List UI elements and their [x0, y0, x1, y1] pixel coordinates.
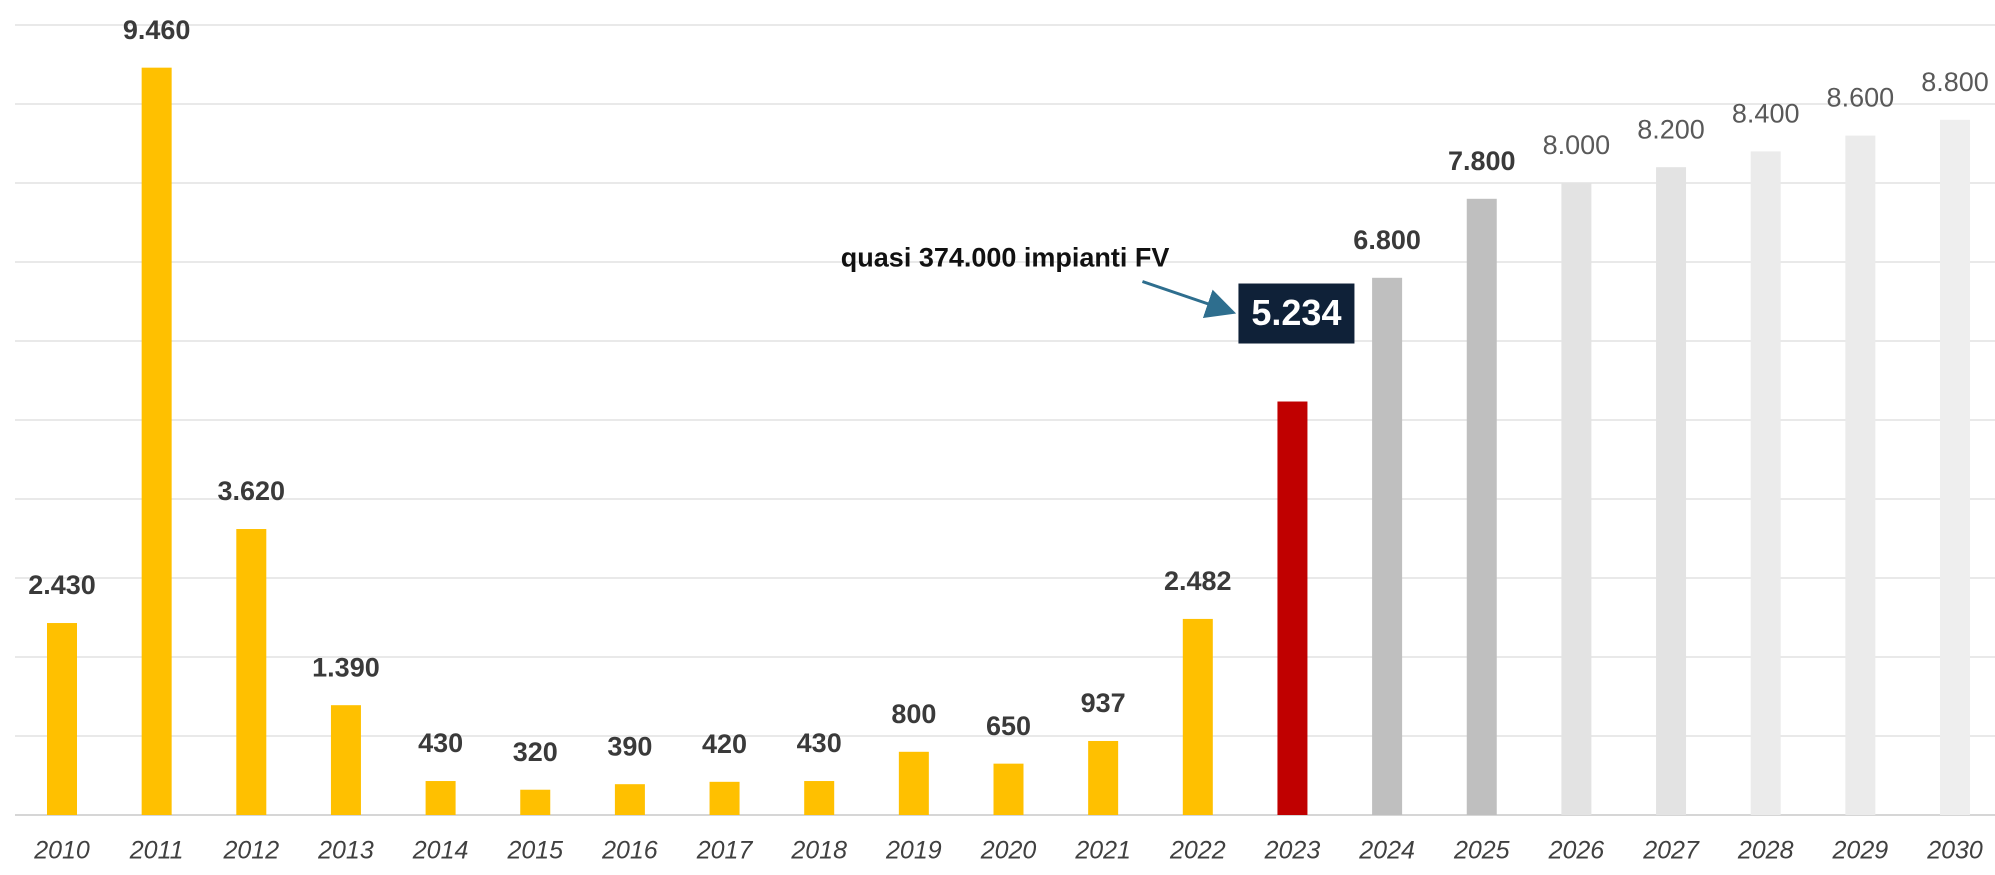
value-label: 390 [607, 731, 652, 761]
value-label: 8.200 [1637, 114, 1705, 144]
value-label: 8.400 [1732, 99, 1800, 129]
x-tick-label: 2030 [1926, 837, 1983, 865]
bar [47, 623, 77, 815]
x-tick-label: 2023 [1264, 837, 1321, 865]
value-label: 430 [797, 728, 842, 758]
value-label: 650 [986, 711, 1031, 741]
value-label: 8.600 [1827, 83, 1895, 113]
x-tick-label: 2010 [33, 837, 90, 865]
bar [709, 781, 740, 815]
annotation: quasi 374.000 impianti FV [841, 243, 1170, 273]
value-label: 8.800 [1921, 67, 1989, 97]
x-tick-label: 2029 [1832, 837, 1889, 865]
value-label: 420 [702, 729, 747, 759]
x-tick-label: 2011 [129, 837, 184, 865]
value-label: 3.620 [218, 476, 286, 506]
value-label: 937 [1081, 688, 1126, 718]
bar [1088, 740, 1119, 815]
value-label: 9.460 [123, 15, 191, 45]
bar [1750, 151, 1781, 815]
x-tick-label: 2016 [601, 837, 658, 865]
value-label: 8.000 [1543, 130, 1611, 160]
bar [804, 781, 835, 815]
bar [614, 784, 645, 815]
bar [236, 529, 267, 815]
annotation-arrow [1141, 280, 1237, 318]
x-tick-label: 2019 [885, 837, 942, 865]
x-tick-label: 2017 [696, 837, 754, 865]
x-tick-label: 2026 [1548, 837, 1605, 865]
x-tick-label: 2028 [1737, 837, 1794, 865]
bar [330, 705, 361, 815]
value-label: 800 [891, 699, 936, 729]
value-label: 1.390 [312, 652, 380, 682]
x-tick-label: 2020 [980, 837, 1037, 865]
value-label: 430 [418, 728, 463, 758]
bar [993, 763, 1024, 815]
bar [141, 67, 172, 815]
x-tick-label: 2012 [222, 837, 279, 865]
bar [1182, 618, 1213, 815]
x-tick-label: 2018 [790, 837, 847, 865]
highlight-box [1238, 283, 1355, 344]
x-tick-label: 2025 [1453, 837, 1510, 865]
bar [1277, 401, 1308, 815]
bar [1656, 167, 1687, 815]
value-label: 2.482 [1164, 566, 1232, 596]
x-tick-label: 2022 [1169, 837, 1226, 865]
bar [520, 789, 551, 815]
bar [1561, 183, 1592, 815]
x-tick-label: 2013 [317, 837, 374, 865]
x-tick-label: 2021 [1074, 837, 1131, 865]
x-tick-label: 2015 [506, 837, 563, 865]
value-label: 2.430 [28, 570, 96, 600]
value-label: 6.800 [1353, 225, 1421, 255]
bar [1372, 277, 1403, 815]
value-label: 5.234 [1251, 292, 1341, 333]
x-tick-label: 2014 [412, 837, 469, 865]
bar [425, 781, 456, 815]
bar [1940, 119, 1970, 816]
x-tick-label: 2024 [1358, 837, 1415, 865]
bar [1845, 135, 1876, 816]
bar [1466, 198, 1497, 816]
x-tick-label: 2027 [1642, 837, 1700, 865]
bar [898, 751, 929, 815]
value-label: 320 [513, 737, 558, 767]
value-label: 7.800 [1448, 146, 1516, 176]
